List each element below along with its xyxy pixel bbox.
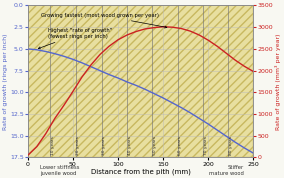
Text: Stiffer
mature wood: Stiffer mature wood xyxy=(209,165,244,176)
Y-axis label: Rate of growth (mm³ per year): Rate of growth (mm³ per year) xyxy=(275,33,281,130)
Text: 30 years: 30 years xyxy=(103,136,106,155)
Text: 10 years: 10 years xyxy=(51,136,55,155)
Text: 80 years: 80 years xyxy=(229,136,233,155)
Text: 40 years: 40 years xyxy=(128,136,132,155)
Text: 20 years: 20 years xyxy=(76,136,80,155)
X-axis label: Distance from the pith (mm): Distance from the pith (mm) xyxy=(91,168,191,174)
Text: Lower stiffness
juvenile wood: Lower stiffness juvenile wood xyxy=(40,165,79,176)
Text: Highest "rate of growth"
(fewest rings per inch): Highest "rate of growth" (fewest rings p… xyxy=(38,28,112,49)
Text: 60 years: 60 years xyxy=(178,136,182,155)
Text: Growing fastest (most wood grown per year): Growing fastest (most wood grown per yea… xyxy=(41,12,167,28)
Y-axis label: Rate of growth (rings per inch): Rate of growth (rings per inch) xyxy=(3,33,9,130)
Text: 70 years: 70 years xyxy=(204,136,208,155)
Text: 50 years: 50 years xyxy=(153,136,157,155)
